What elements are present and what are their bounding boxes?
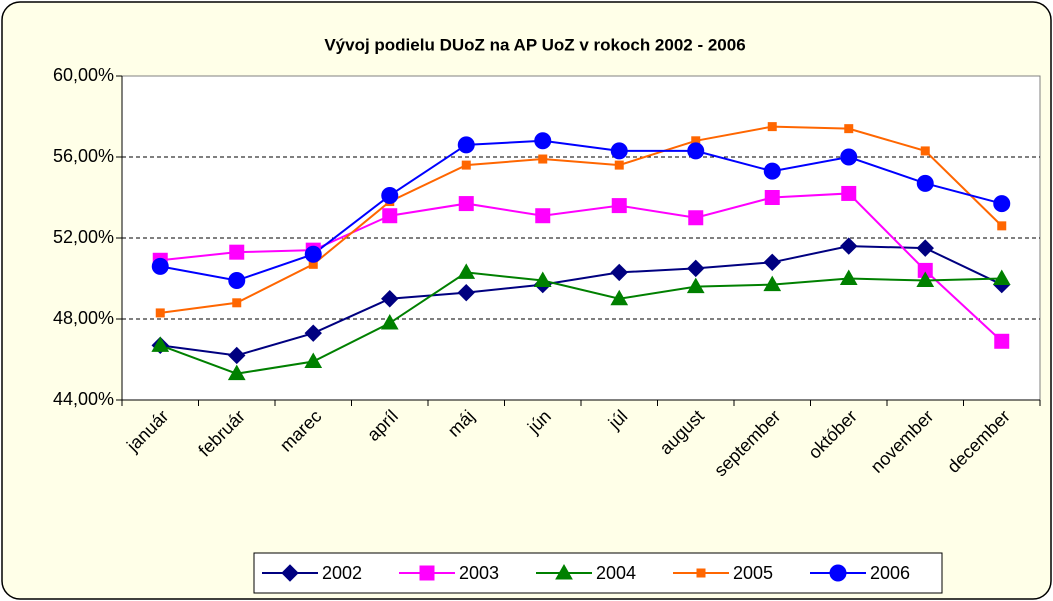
marker bbox=[381, 290, 399, 308]
marker bbox=[916, 174, 934, 192]
marker bbox=[151, 336, 170, 352]
series-line bbox=[160, 125, 1003, 314]
marker bbox=[155, 308, 165, 318]
series-line bbox=[159, 271, 1002, 375]
marker bbox=[458, 196, 474, 212]
marker bbox=[687, 142, 705, 160]
marker bbox=[611, 198, 627, 214]
marker bbox=[304, 324, 322, 342]
marker bbox=[304, 352, 323, 369]
marker bbox=[993, 195, 1011, 213]
y-tick-label: 52,00% bbox=[53, 227, 114, 247]
marker bbox=[381, 186, 399, 204]
marker bbox=[382, 208, 398, 224]
marker bbox=[920, 146, 930, 156]
marker bbox=[610, 263, 628, 282]
marker bbox=[610, 289, 629, 306]
marker bbox=[380, 314, 399, 330]
marker bbox=[687, 259, 705, 278]
series-line bbox=[160, 139, 1003, 282]
marker bbox=[696, 568, 706, 578]
series-line bbox=[160, 245, 1003, 357]
marker bbox=[227, 364, 246, 381]
marker bbox=[228, 346, 246, 365]
marker bbox=[457, 263, 476, 279]
marker bbox=[686, 277, 705, 294]
marker bbox=[994, 333, 1010, 349]
marker bbox=[228, 272, 246, 290]
marker bbox=[764, 190, 780, 205]
marker bbox=[419, 565, 435, 581]
marker bbox=[534, 132, 552, 150]
marker bbox=[232, 298, 242, 308]
y-tick-label: 56,00% bbox=[53, 146, 114, 166]
marker bbox=[461, 160, 471, 170]
marker bbox=[281, 564, 299, 582]
y-tick-label: 44,00% bbox=[53, 389, 114, 409]
marker bbox=[763, 162, 781, 180]
marker bbox=[229, 244, 245, 260]
marker bbox=[841, 185, 857, 201]
marker bbox=[992, 269, 1011, 285]
chart-title: Vývoj podielu DUoZ na AP UoZ v rokoch 20… bbox=[324, 35, 745, 54]
marker bbox=[457, 136, 475, 154]
marker bbox=[151, 257, 169, 275]
y-tick-label: 60,00% bbox=[53, 65, 114, 85]
legend-label: 2002 bbox=[322, 563, 362, 583]
marker bbox=[538, 154, 548, 164]
y-tick-label: 48,00% bbox=[53, 308, 114, 328]
marker bbox=[614, 160, 624, 170]
marker bbox=[763, 275, 782, 292]
marker bbox=[916, 239, 934, 257]
marker bbox=[916, 271, 935, 288]
marker bbox=[840, 237, 858, 255]
marker bbox=[457, 283, 475, 302]
marker bbox=[840, 148, 858, 166]
legend-label: 2005 bbox=[733, 563, 773, 583]
marker bbox=[535, 208, 551, 224]
marker bbox=[688, 210, 704, 226]
marker bbox=[844, 124, 854, 134]
legend-label: 2003 bbox=[459, 563, 499, 583]
legend-label: 2004 bbox=[596, 563, 636, 583]
marker bbox=[555, 563, 573, 580]
series-line bbox=[160, 192, 1003, 343]
marker bbox=[997, 221, 1007, 231]
marker bbox=[304, 245, 322, 263]
marker bbox=[829, 564, 847, 582]
marker bbox=[767, 122, 777, 132]
marker bbox=[839, 269, 858, 285]
marker bbox=[763, 253, 781, 272]
legend-label: 2006 bbox=[870, 563, 910, 583]
marker bbox=[533, 271, 552, 288]
marker bbox=[610, 142, 628, 160]
